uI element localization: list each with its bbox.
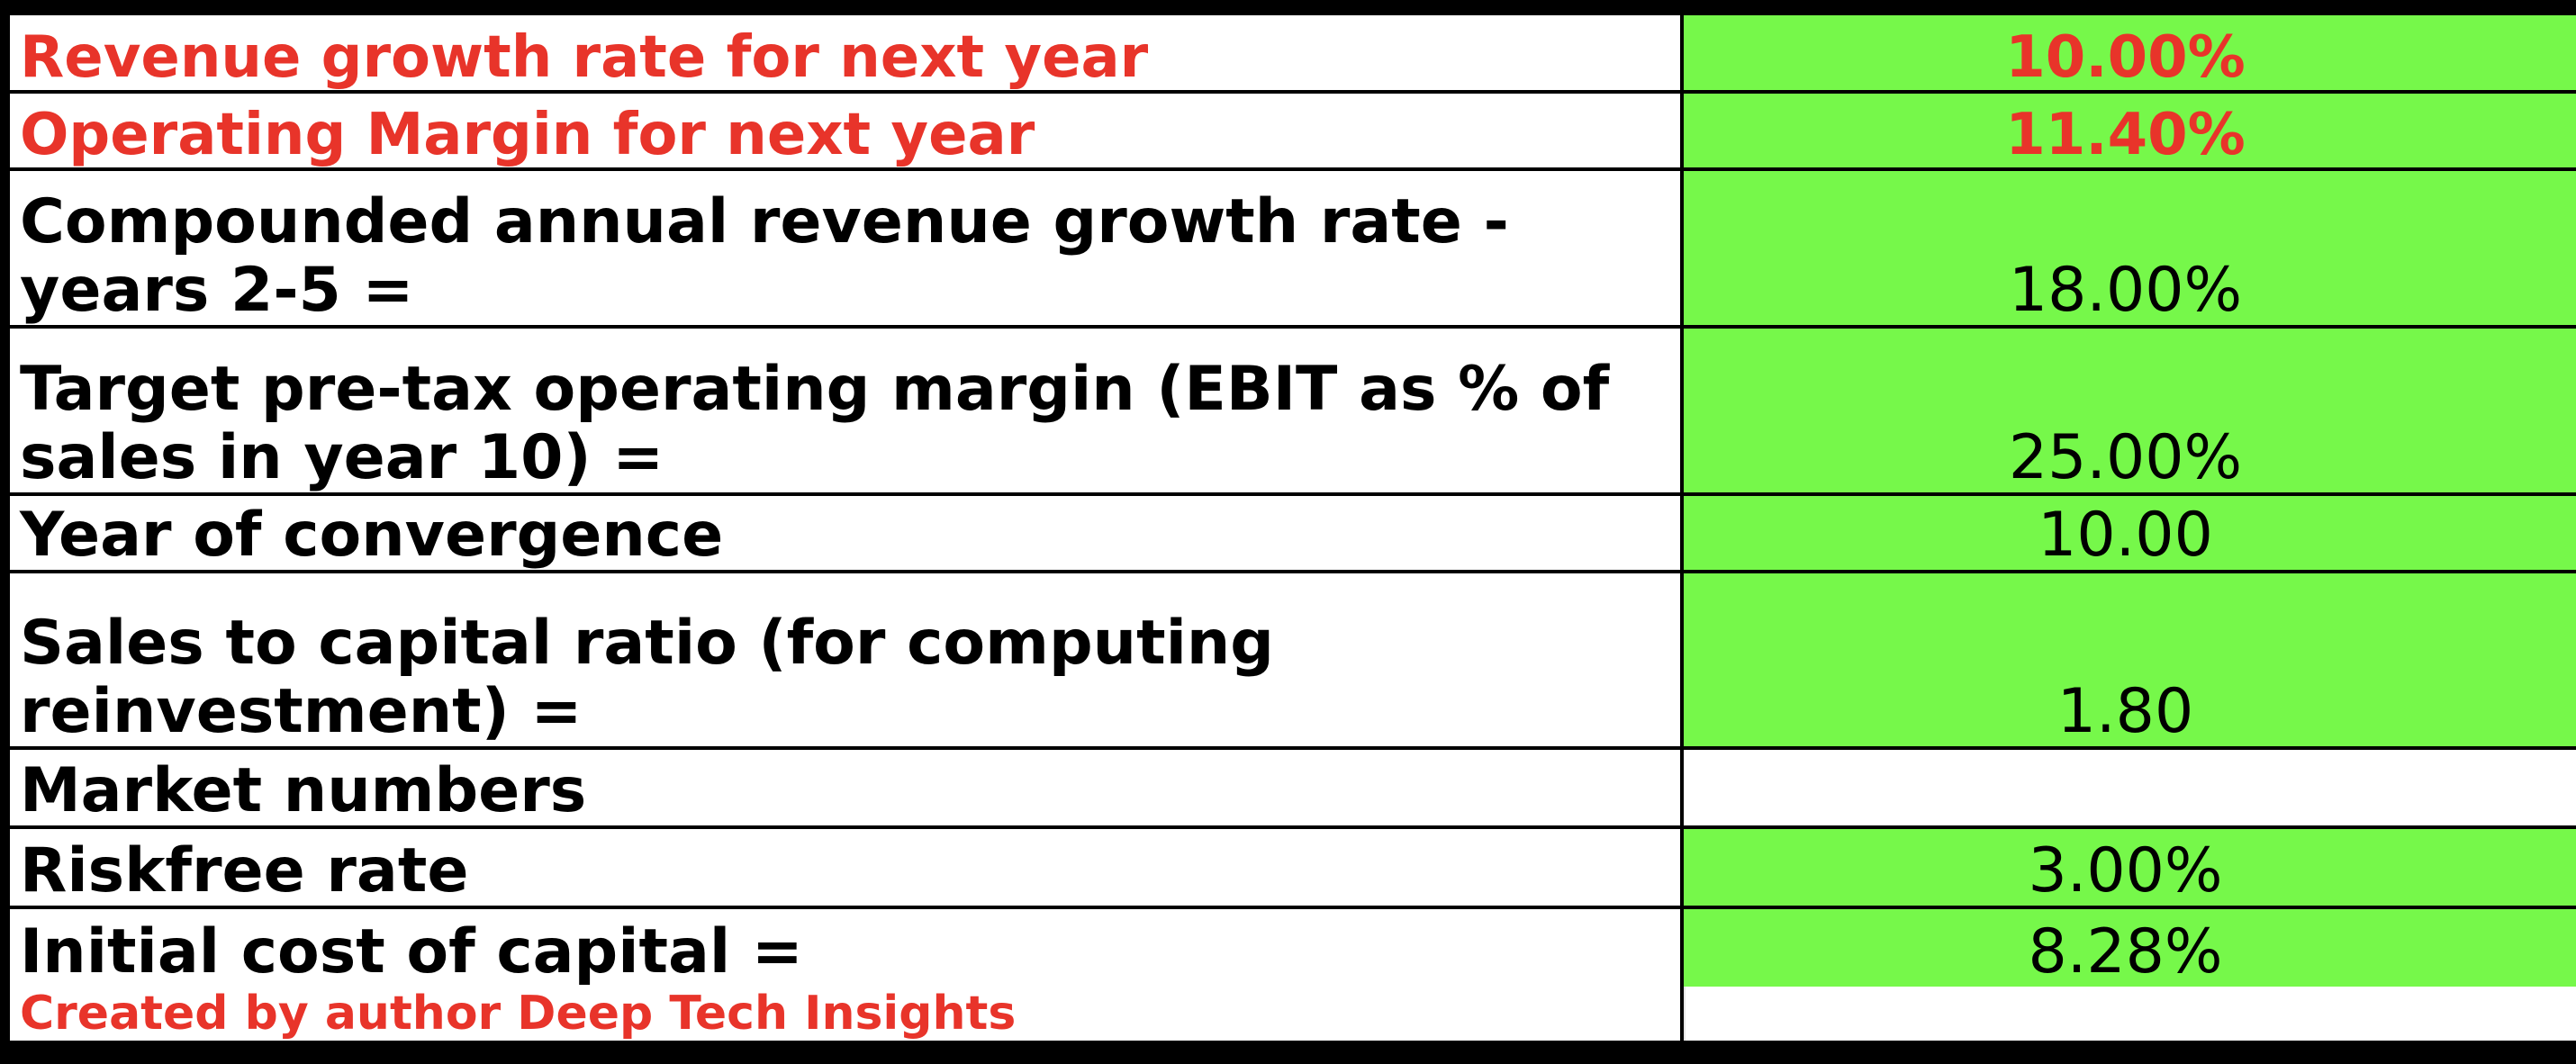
label-compounded-revenue-growth[interactable]: Compounded annual revenue growth rate - … [10,171,1680,325]
value-market-numbers[interactable] [1684,750,2576,825]
label-line: Sales to capital ratio (for computing [20,608,1274,679]
label-initial-cost-of-capital[interactable]: Initial cost of capital = [10,909,1680,987]
value-compounded-revenue-growth[interactable]: 18.00% [1684,171,2576,325]
value-revenue-growth-next-year[interactable]: 10.00% [1684,15,2576,90]
label-target-operating-margin[interactable]: Target pre-tax operating margin (EBIT as… [10,329,1680,492]
label-line: Market numbers [20,755,587,825]
label-line: sales in year 10) = [20,422,664,492]
value-text: 25.00% [2008,422,2243,492]
value-text: 3.00% [2028,835,2223,906]
value-riskfree-rate[interactable]: 3.00% [1684,829,2576,906]
label-riskfree-rate[interactable]: Riskfree rate [10,829,1680,906]
value-year-of-convergence[interactable]: 10.00 [1684,496,2576,570]
label-operating-margin-next-year[interactable]: Operating Margin for next year [10,94,1680,167]
label-line: Operating Margin for next year [20,102,1035,167]
label-line: Revenue growth rate for next year [20,24,1149,90]
value-target-operating-margin[interactable]: 25.00% [1684,329,2576,492]
value-text: 10.00 [2038,500,2213,570]
value-text: 1.80 [2056,676,2194,746]
value-text: 8.28% [2028,916,2223,987]
label-revenue-growth-next-year[interactable]: Revenue growth rate for next year [10,15,1680,90]
value-text: 10.00% [2005,24,2246,90]
label-line: Year of convergence [20,500,724,570]
label-line: Riskfree rate [20,835,469,906]
author-credit: Created by author Deep Tech Insights [10,987,1680,1041]
label-line: reinvestment) = [20,676,583,746]
value-text: 18.00% [2008,255,2243,325]
value-initial-cost-of-capital[interactable]: 8.28% [1684,909,2576,987]
value-operating-margin-next-year[interactable]: 11.40% [1684,94,2576,167]
empty-cell[interactable] [1684,987,2576,1041]
label-year-of-convergence[interactable]: Year of convergence [10,496,1680,570]
label-line: Initial cost of capital = [20,916,803,987]
value-sales-to-capital-ratio[interactable]: 1.80 [1684,573,2576,746]
label-line: years 2-5 = [20,255,414,325]
label-line: Target pre-tax operating margin (EBIT as… [20,354,1610,425]
label-line: Compounded annual revenue growth rate - [20,186,1509,257]
label-sales-to-capital-ratio[interactable]: Sales to capital ratio (for computing re… [10,573,1680,746]
value-text: 11.40% [2005,102,2246,167]
label-market-numbers[interactable]: Market numbers [10,750,1680,825]
